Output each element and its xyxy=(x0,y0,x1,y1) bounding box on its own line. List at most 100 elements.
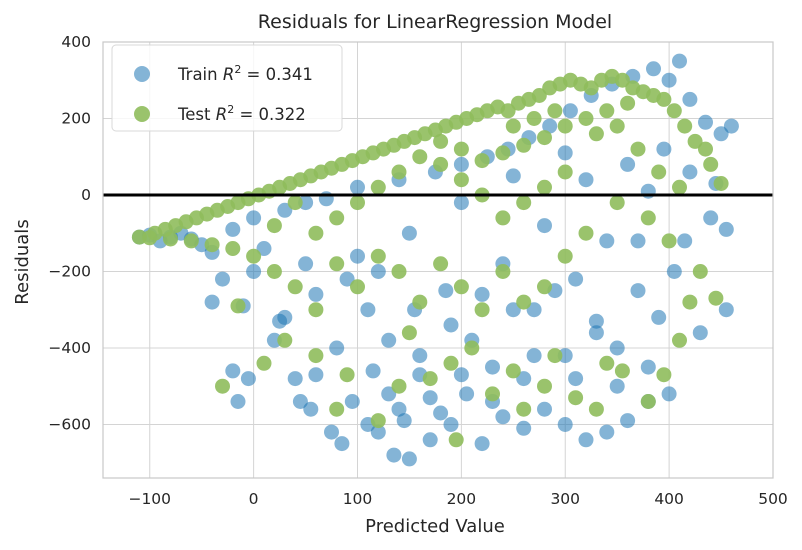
test-point xyxy=(666,103,682,119)
train-point xyxy=(557,417,573,432)
x-tick-label: −100 xyxy=(128,490,171,508)
test-point xyxy=(474,153,490,169)
x-tick-label: 500 xyxy=(758,490,788,508)
train-point xyxy=(537,218,552,234)
train-point xyxy=(443,417,459,432)
train-point xyxy=(661,386,677,402)
train-point xyxy=(713,126,729,142)
train-point xyxy=(256,241,272,256)
test-point xyxy=(329,210,345,226)
train-point xyxy=(412,348,428,364)
train-point xyxy=(401,225,417,241)
train-point xyxy=(391,401,407,417)
train-point xyxy=(453,367,469,383)
train-point xyxy=(588,313,604,329)
test-point xyxy=(516,137,532,153)
train-point xyxy=(677,233,693,249)
test-point xyxy=(370,413,386,429)
train-point xyxy=(718,221,734,237)
legend: Train R2 = 0.341 Test R2 = 0.322 xyxy=(111,44,343,132)
test-point xyxy=(651,164,667,180)
train-point xyxy=(516,371,532,387)
test-point xyxy=(698,141,713,157)
test-point xyxy=(204,237,220,253)
test-point xyxy=(266,218,282,234)
train-point xyxy=(630,233,646,249)
train-point xyxy=(266,332,282,348)
train-point xyxy=(640,359,656,375)
train-point xyxy=(526,302,542,318)
legend-train-marker xyxy=(134,66,150,82)
test-point xyxy=(516,401,532,417)
test-point xyxy=(578,225,594,241)
train-point xyxy=(698,114,713,130)
test-point xyxy=(287,195,303,211)
test-point xyxy=(505,363,521,379)
test-point xyxy=(516,195,532,211)
test-point xyxy=(547,103,563,119)
x-tick-label: 100 xyxy=(343,490,373,508)
train-point xyxy=(401,451,417,467)
test-point xyxy=(485,386,500,402)
train-point xyxy=(329,340,345,356)
test-point xyxy=(183,233,199,249)
test-point xyxy=(692,264,708,279)
y-tick-label: 400 xyxy=(61,33,91,51)
y-tick-label: 200 xyxy=(61,109,91,127)
train-point xyxy=(474,436,490,452)
train-point xyxy=(350,179,365,195)
train-point xyxy=(562,103,578,119)
train-point xyxy=(505,302,521,318)
test-point xyxy=(339,367,355,383)
x-tick-label: 200 xyxy=(447,490,477,508)
legend-test-label: Test R2 = 0.322 xyxy=(177,103,306,124)
train-point xyxy=(381,332,397,348)
train-point xyxy=(646,61,661,77)
train-point xyxy=(381,386,397,402)
test-point xyxy=(443,355,459,371)
test-point xyxy=(614,363,630,379)
test-point xyxy=(661,233,677,249)
train-point xyxy=(204,294,220,310)
train-point xyxy=(246,264,262,279)
train-point xyxy=(292,394,308,409)
test-point xyxy=(614,72,630,88)
test-point xyxy=(246,248,262,264)
test-point xyxy=(568,390,584,406)
test-point xyxy=(557,164,573,180)
x-axis-title: Predicted Value xyxy=(365,516,505,537)
legend-test-marker xyxy=(134,106,150,122)
train-point xyxy=(422,390,438,406)
test-point xyxy=(656,91,672,107)
train-point xyxy=(386,447,402,463)
test-point xyxy=(495,145,511,161)
test-point xyxy=(350,195,365,211)
train-point xyxy=(308,286,324,302)
train-point xyxy=(661,72,677,88)
test-point xyxy=(453,141,469,157)
train-point xyxy=(225,363,241,379)
legend-train-label: Train R2 = 0.341 xyxy=(177,63,313,84)
test-point xyxy=(656,367,672,383)
train-point xyxy=(723,118,739,134)
train-point xyxy=(334,436,350,452)
test-point xyxy=(474,302,490,318)
test-point xyxy=(505,118,521,134)
test-point xyxy=(329,401,345,417)
train-point xyxy=(672,53,687,69)
test-point xyxy=(677,118,693,134)
train-point xyxy=(599,233,615,249)
train-point xyxy=(370,264,386,279)
test-point xyxy=(308,348,324,364)
train-point xyxy=(443,317,459,333)
x-tick-label: 0 xyxy=(249,490,259,508)
test-point xyxy=(453,172,469,188)
test-point xyxy=(163,231,178,247)
x-tick-label: 300 xyxy=(550,490,580,508)
train-point xyxy=(505,168,521,184)
train-point xyxy=(433,405,449,421)
train-point xyxy=(682,91,698,107)
train-point xyxy=(609,378,625,394)
